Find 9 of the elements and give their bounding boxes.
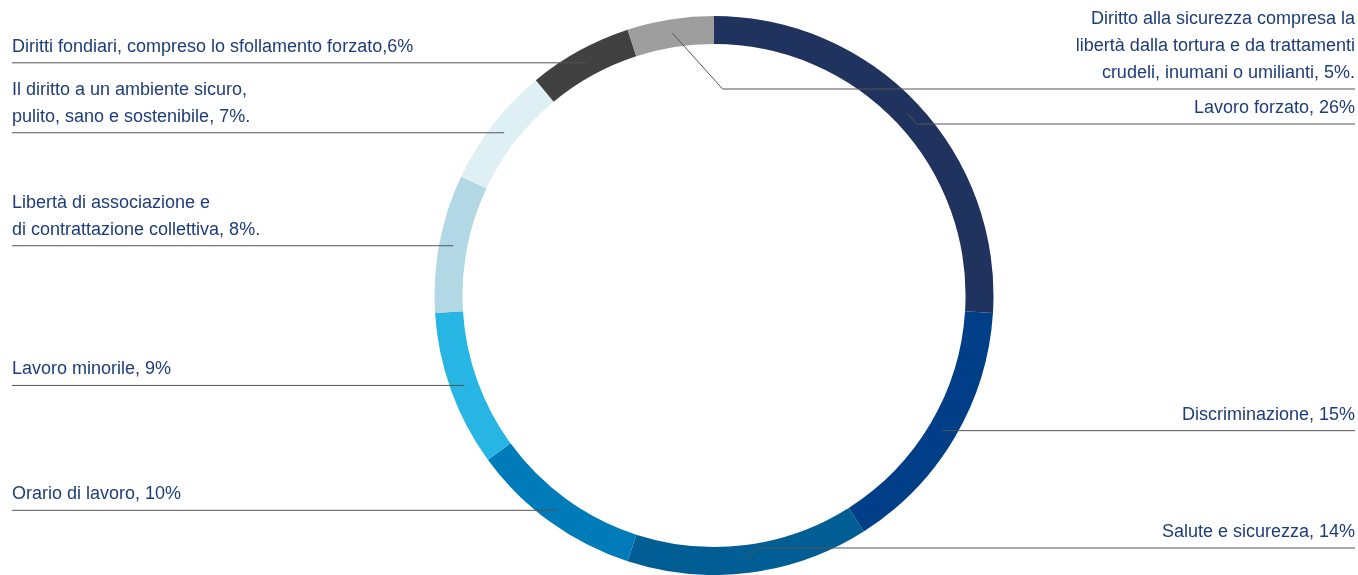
slice-label: Salute e sicurezza, 14% (1161, 520, 1355, 543)
slice-label: Il diritto a un ambiente sicuro, pulito, sano e sostenibile, 7%. (12, 77, 251, 128)
slice-label: Orario di lavoro, 10% (12, 482, 182, 506)
slice-label: Lavoro forzato, 26% (1193, 96, 1355, 119)
slice-label: Lavoro minorile, 9% (12, 357, 172, 381)
slice-label: Libertà di associazione e di contrattazione collettiva, 8%. (12, 190, 261, 241)
slice-label: Diritto alla sicurezza compresa la libertà dalla tortura e da trattamenti crudeli, inumani o umilianti, 5%. (1075, 7, 1355, 84)
slice-label: Discriminazione, 15% (1181, 402, 1355, 426)
slice-label: Diritti fondiari, compreso lo sfollamento forzato,6% (12, 34, 414, 58)
